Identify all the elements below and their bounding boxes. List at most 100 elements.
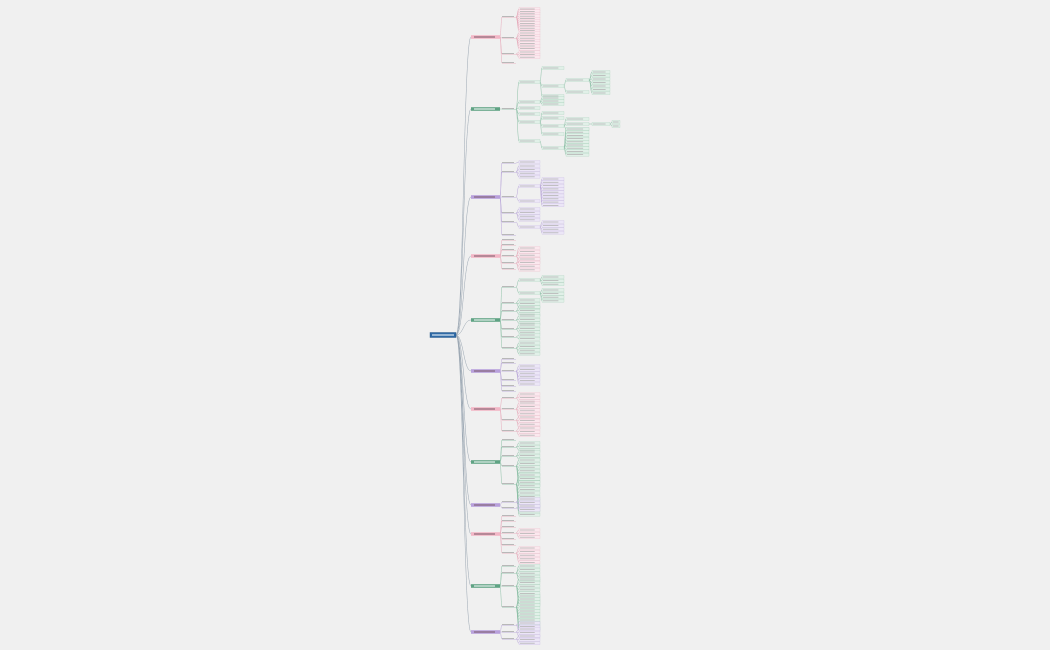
connector (515, 262, 520, 271)
text-placeholder (520, 409, 535, 411)
text-placeholder (520, 315, 535, 317)
text-placeholder (543, 276, 559, 278)
text-placeholder (520, 632, 535, 633)
connector (515, 347, 520, 355)
text-placeholder (520, 185, 535, 187)
text-placeholder (543, 97, 559, 99)
text-placeholder (520, 310, 535, 311)
text-placeholder (593, 92, 606, 94)
text-placeholder (593, 123, 606, 125)
text-placeholder (502, 336, 514, 337)
text-placeholder (502, 624, 514, 625)
text-placeholder (520, 628, 535, 630)
text-placeholder (543, 283, 559, 285)
connector (499, 319, 503, 349)
text-placeholder (502, 507, 514, 508)
text-placeholder (520, 455, 535, 456)
connector (515, 171, 520, 178)
text-placeholder (520, 459, 535, 461)
text-placeholder (543, 232, 559, 234)
text-placeholder (543, 293, 559, 294)
text-placeholder (520, 346, 535, 347)
connector (539, 279, 543, 285)
text-placeholder (520, 319, 535, 320)
connector (499, 533, 503, 554)
text-placeholder (502, 221, 514, 222)
text-placeholder (502, 162, 514, 163)
text-placeholder (520, 585, 535, 587)
text-placeholder (502, 408, 514, 409)
connector (515, 572, 520, 581)
connector (515, 507, 520, 510)
text-placeholder (520, 576, 535, 578)
text-placeholder (520, 509, 535, 510)
text-placeholder (520, 635, 535, 637)
text-placeholder (502, 234, 514, 235)
text-placeholder (474, 36, 495, 38)
text-placeholder (502, 544, 514, 545)
text-placeholder (502, 362, 514, 363)
text-placeholder (543, 178, 559, 180)
connector (609, 123, 613, 127)
text-placeholder (520, 406, 535, 407)
text-placeholder (520, 11, 535, 12)
text-placeholder (474, 196, 495, 198)
text-placeholder (567, 151, 584, 152)
connector (563, 125, 567, 130)
text-placeholder (520, 81, 535, 83)
connector (515, 532, 520, 538)
connector (539, 226, 543, 234)
text-placeholder (502, 515, 514, 516)
text-placeholder (520, 45, 535, 47)
connector (455, 255, 472, 336)
text-placeholder (502, 37, 514, 38)
text-placeholder (520, 607, 535, 609)
connector (515, 483, 520, 515)
text-placeholder (543, 201, 559, 203)
text-placeholder (502, 520, 514, 521)
text-placeholder (520, 372, 535, 374)
text-placeholder (520, 393, 535, 395)
text-placeholder (520, 400, 535, 402)
text-placeholder (613, 121, 619, 123)
text-placeholder (520, 338, 535, 339)
text-placeholder (520, 247, 535, 249)
text-placeholder (520, 593, 535, 594)
connector (515, 430, 520, 436)
text-placeholder (502, 347, 514, 348)
text-placeholder (567, 147, 584, 149)
text-placeholder (543, 221, 559, 223)
connector (455, 108, 472, 336)
text-placeholder (520, 431, 535, 432)
text-placeholder (520, 353, 535, 355)
text-placeholder (520, 299, 535, 301)
text-placeholder (543, 225, 559, 226)
text-placeholder (520, 595, 535, 597)
connector (563, 147, 567, 155)
text-placeholder (567, 79, 584, 81)
text-placeholder (502, 358, 514, 359)
text-placeholder (520, 569, 535, 570)
text-placeholder (543, 185, 559, 186)
text-placeholder (502, 249, 514, 250)
text-placeholder (502, 538, 514, 539)
text-placeholder (502, 455, 514, 456)
text-placeholder (520, 172, 535, 174)
connector (455, 196, 472, 336)
text-placeholder (520, 101, 535, 103)
text-placeholder (520, 572, 535, 574)
connector (499, 408, 503, 432)
text-placeholder (520, 604, 535, 606)
text-placeholder (502, 572, 514, 573)
text-placeholder (543, 195, 559, 196)
text-placeholder (502, 585, 514, 586)
text-placeholder (613, 125, 619, 127)
text-placeholder (520, 529, 535, 531)
text-placeholder (543, 280, 559, 281)
text-placeholder (502, 397, 514, 398)
connector (515, 606, 520, 630)
text-placeholder (520, 485, 535, 487)
text-placeholder (567, 138, 584, 139)
